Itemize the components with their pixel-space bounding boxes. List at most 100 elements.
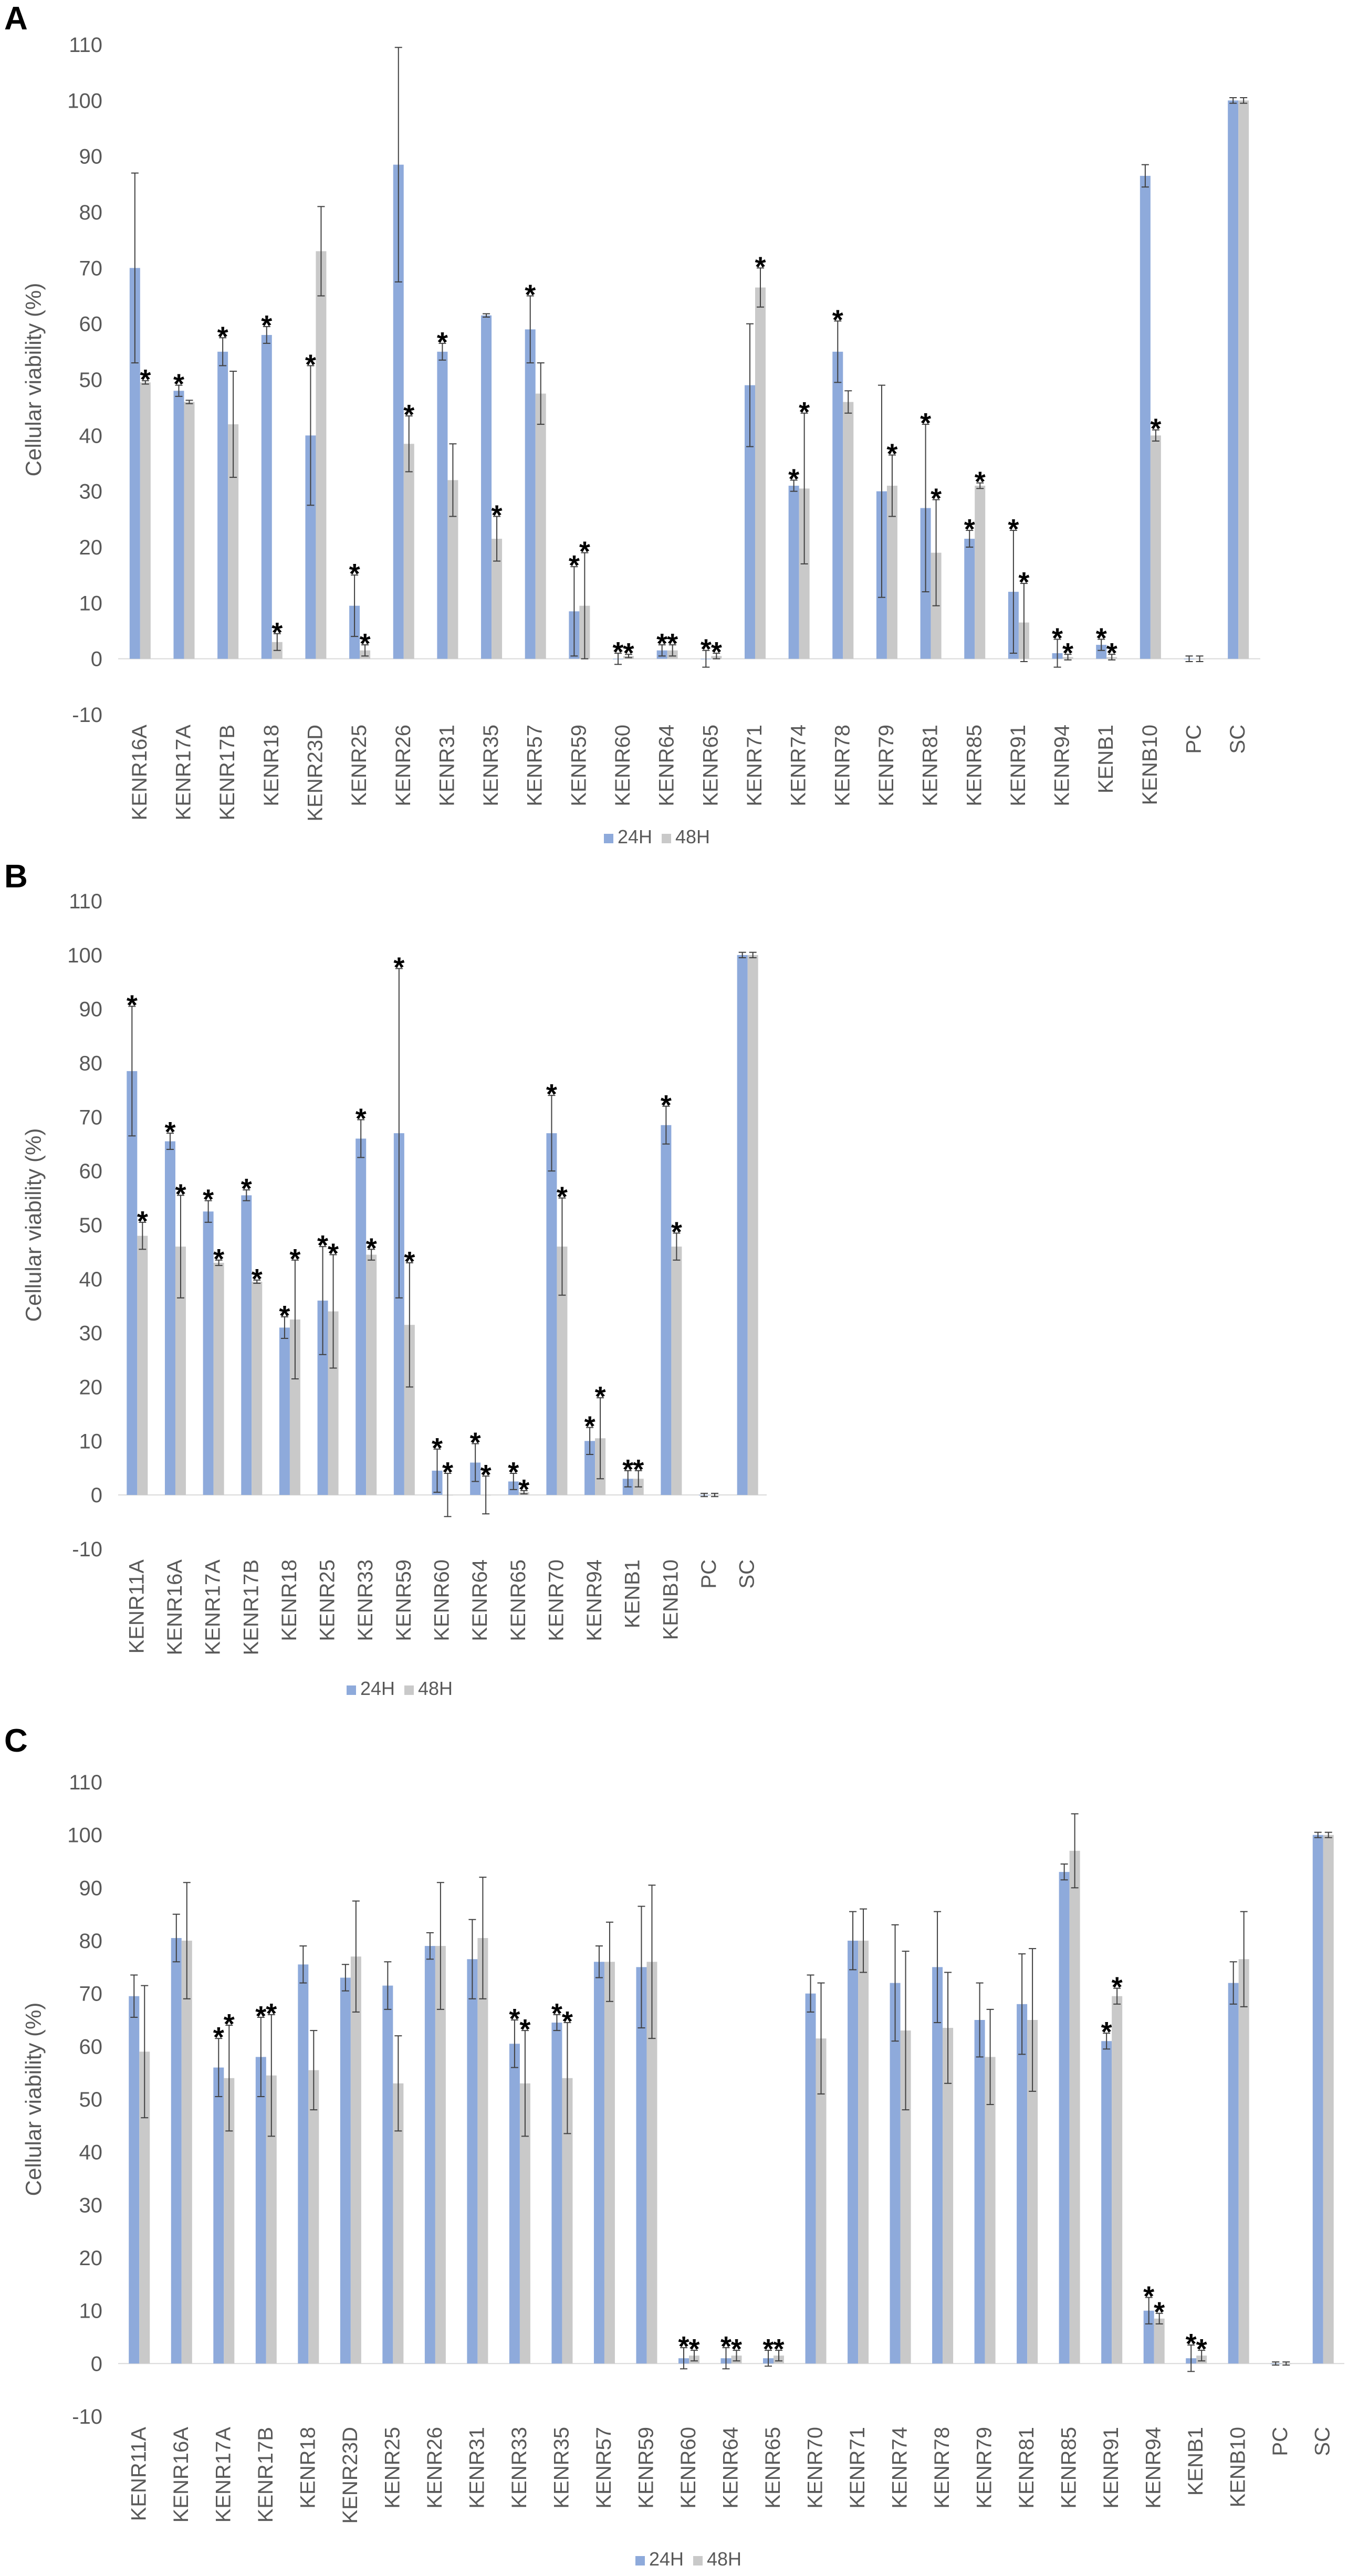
category-label: KENR71 (846, 2427, 869, 2509)
y-axis-title: Cellular viability (%) (21, 2003, 46, 2196)
category-label: SC (1226, 725, 1249, 754)
category-label: KENR17A (202, 1559, 225, 1656)
bar-24h-kenr78 (932, 1967, 943, 2364)
bar-24h-kenr71 (848, 1941, 859, 2364)
significance-star: * (470, 1427, 481, 1458)
category-label: KENR16A (163, 1559, 186, 1656)
category-label: KENR70 (804, 2427, 827, 2509)
y-tick-label: 10 (79, 1430, 103, 1453)
category-label: KENB1 (1184, 2427, 1207, 2496)
bar-24h-kenr26 (424, 1946, 435, 2364)
bar-24h-kenr85 (1059, 1872, 1070, 2364)
bar-24h-kenr33 (509, 2044, 520, 2364)
category-label: KENR60 (431, 1559, 454, 1641)
y-tick-label: 90 (79, 145, 103, 169)
bar-48h-kenr26 (403, 444, 414, 659)
category-label: KENR70 (545, 1559, 568, 1641)
category-label: KENR23D (339, 2427, 362, 2524)
category-label: KENR25 (348, 725, 371, 807)
bar-48h-kenr11a (137, 1235, 148, 1495)
significance-star: * (271, 617, 283, 648)
bar-48h-kenb10 (1238, 1959, 1249, 2364)
legend: 24H 48H (347, 1678, 453, 1699)
significance-star: * (508, 1457, 519, 1488)
significance-star: * (213, 2022, 224, 2053)
bar-48h-kenr18 (308, 2070, 319, 2364)
y-tick-label: 80 (79, 201, 103, 224)
bar-24h-kenr17a (213, 2067, 224, 2364)
y-tick-label: 110 (69, 890, 102, 913)
category-label: PC (1183, 725, 1206, 754)
bar-24h-kenr11a (127, 1071, 138, 1495)
y-tick-label: 70 (79, 1106, 103, 1129)
y-tick-label: 100 (67, 89, 102, 112)
significance-star: * (217, 321, 228, 352)
y-tick-label: 20 (79, 2247, 103, 2270)
bar-48h-kenr91 (1112, 1996, 1123, 2364)
bar-48h-kenr78 (943, 2028, 954, 2364)
significance-star: * (931, 483, 942, 515)
bar-48h-kenr16a (175, 1247, 186, 1495)
category-label: KENR78 (931, 2427, 954, 2509)
significance-star: * (886, 438, 897, 470)
category-label: KENR23D (304, 725, 327, 822)
category-label: SC (1311, 2427, 1334, 2456)
significance-star: * (964, 514, 975, 545)
y-axis-title: Cellular viability (%) (21, 1128, 46, 1322)
bar-48h-kenr16a (140, 382, 151, 659)
significance-star: * (755, 251, 766, 282)
category-label: KENR57 (524, 725, 547, 807)
significance-star: * (1052, 622, 1063, 654)
bar-24h-kenr78 (832, 351, 843, 659)
bar-48h-kenr35 (562, 2078, 573, 2364)
y-tick-label: 80 (79, 1930, 103, 1953)
bar-24h-kenr17b (241, 1195, 252, 1495)
bar-24h-kenr25 (382, 1985, 393, 2364)
bar-48h-kenr23d (316, 251, 327, 659)
y-tick-label: 0 (91, 2352, 102, 2375)
category-label: KENR18 (296, 2427, 319, 2509)
bar-24h-kenr18 (298, 1964, 309, 2364)
bar-24h-kenr74 (890, 1983, 901, 2364)
bar-48h-kenr74 (799, 488, 810, 659)
panel-c: C -10 0 10 20 30 40 50 60 70 80 90 100 110 Cellular vi… (4, 1723, 1344, 2570)
category-label: KENR78 (831, 725, 854, 807)
bar-48h-kenr74 (900, 2030, 911, 2364)
significance-star: * (366, 1232, 377, 1264)
bar-24h-kenr16a (129, 268, 140, 659)
significance-star: * (678, 2331, 689, 2362)
category-label: KENR17A (212, 2427, 235, 2523)
category-label: KENR65 (507, 1559, 530, 1641)
bar-48h-sc (747, 955, 758, 1495)
bar-48h-sc (1323, 1835, 1334, 2364)
bar-48h-kenr70 (816, 2038, 827, 2364)
significance-star: * (595, 1381, 606, 1412)
bar-48h-kenr17b (266, 2075, 277, 2364)
significance-star: * (393, 952, 404, 983)
bar-24h-kenr81 (1017, 2004, 1028, 2364)
bar-24h-kenr17b (217, 351, 228, 659)
bar-48h-kenr59 (404, 1325, 415, 1495)
bar-48h-kenb10 (671, 1247, 682, 1495)
category-label: KENR11A (127, 2427, 150, 2521)
y-tick-label: 70 (79, 1983, 103, 2006)
category-label: KENR64 (468, 1559, 492, 1641)
significance-star: * (1018, 567, 1029, 598)
bar-48h-kenr59 (646, 1962, 657, 2364)
category-label: KENR25 (316, 1559, 339, 1641)
category-label: KENR18 (260, 725, 283, 807)
bar-48h-kenr17b (228, 424, 239, 659)
y-tick-label: 60 (79, 2035, 103, 2058)
y-tick-label: 50 (79, 1214, 103, 1237)
legend-swatch-48h (404, 1685, 414, 1695)
bar-24h-kenr11a (129, 1996, 140, 2364)
bar-24h-kenr16a (164, 1141, 175, 1495)
bar-24h-kenr91 (1101, 2041, 1112, 2364)
category-label: KENR91 (1100, 2427, 1123, 2509)
category-label: KENR17A (172, 725, 195, 821)
significance-star: * (661, 1090, 672, 1121)
significance-star: * (1150, 413, 1161, 445)
y-tick-label: 60 (79, 1160, 103, 1183)
significance-star: * (213, 1243, 224, 1275)
